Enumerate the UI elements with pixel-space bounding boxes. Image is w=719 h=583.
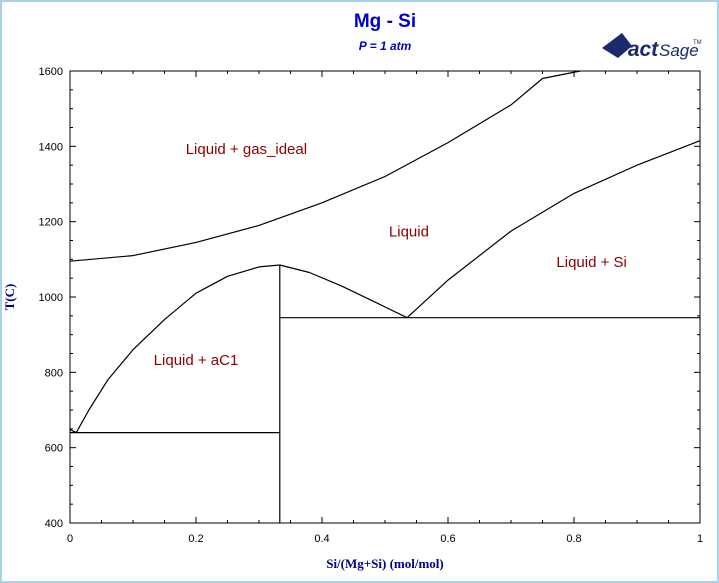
y-tick-label: 400 xyxy=(45,518,63,530)
logo-text-sub: Sage xyxy=(659,41,699,60)
phase-boundary-line-2 xyxy=(406,140,701,319)
x-tick-label: 0 xyxy=(67,533,73,545)
y-tick-label: 600 xyxy=(45,443,63,455)
region-label: Liquid + gas_ideal xyxy=(186,141,307,158)
phase-boundary-line-1 xyxy=(69,70,581,262)
phase-boundary-line-4 xyxy=(75,264,280,433)
y-tick-label: 1000 xyxy=(39,292,63,304)
x-tick-label: 0.8 xyxy=(566,533,581,545)
region-label: Liquid xyxy=(389,224,429,241)
phase-boundary-line-3 xyxy=(279,264,408,319)
chart-subtitle: P = 1 atm xyxy=(359,39,412,53)
y-tick-label: 1400 xyxy=(39,141,63,153)
y-tick-label: 800 xyxy=(45,367,63,379)
factsage-logo: Fact Sage TM xyxy=(602,33,702,61)
region-label: Liquid + Si xyxy=(556,254,626,271)
x-tick-label: 0.4 xyxy=(314,533,329,545)
phase-boundaries xyxy=(69,70,701,523)
y-tick-label: 1200 xyxy=(39,217,63,229)
y-tick-label: 1600 xyxy=(39,66,63,78)
logo-text-main: Fact xyxy=(615,38,659,61)
x-tick-label: 0.2 xyxy=(188,533,203,545)
plot-area xyxy=(69,70,701,524)
region-label: Liquid + aC1 xyxy=(154,352,239,369)
region-labels: Liquid + gas_ideal Liquid Liquid + Si Liqui… xyxy=(154,141,627,369)
x-tick-label: 1 xyxy=(697,533,703,545)
logo-text-tm: TM xyxy=(693,40,702,46)
y-axis-label: T(C) xyxy=(2,284,17,311)
logo-mark-icon xyxy=(602,33,632,58)
x-tick-label: 0.6 xyxy=(440,533,455,545)
chart-title: Mg - Si xyxy=(354,11,416,32)
x-axis-label: Si/(Mg+Si) (mol/mol) xyxy=(326,556,444,571)
